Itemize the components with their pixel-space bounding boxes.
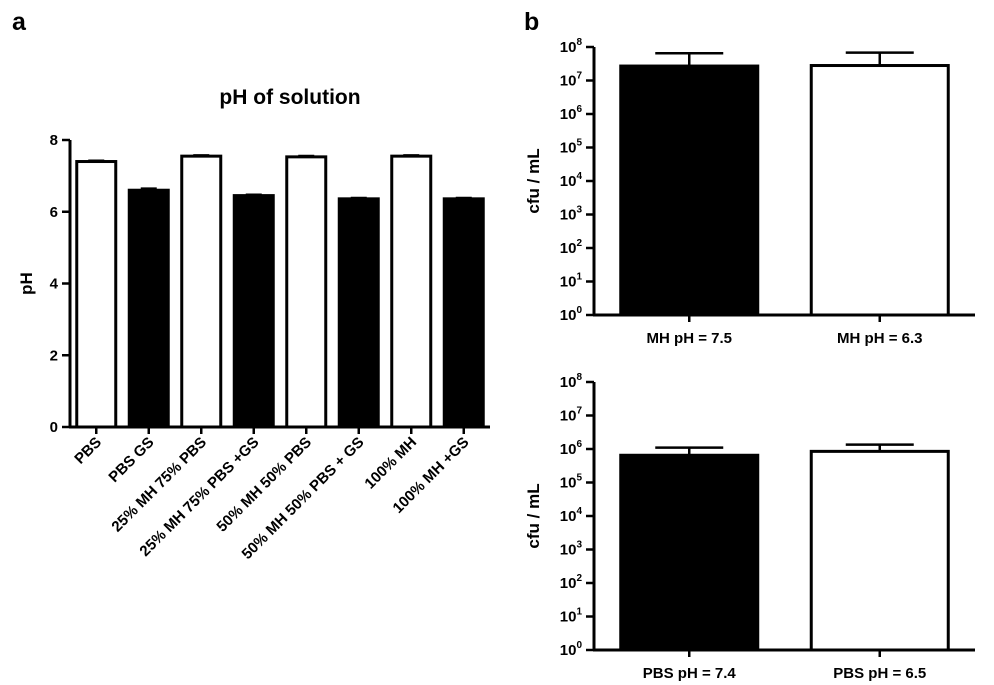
- bar: [809, 64, 950, 317]
- bar: [442, 197, 485, 429]
- y-tick-label: 6: [50, 204, 58, 221]
- y-axis-label: cfu / mL: [524, 148, 543, 213]
- y-axis-label: cfu / mL: [524, 483, 543, 548]
- bar: [232, 194, 275, 429]
- x-tick-label: PBS pH = 7.4: [643, 665, 737, 682]
- y-tick-label: 102: [560, 238, 583, 257]
- y-tick-label: 105: [560, 473, 583, 492]
- y-tick-label: 0: [50, 419, 58, 436]
- y-tick-label: 105: [560, 138, 583, 157]
- y-tick-label: 108: [560, 372, 583, 391]
- bar: [285, 155, 328, 429]
- chart-cfu-mh: cfu / mL 100 101 102 103 104 105 106 107 108 MH pH…: [524, 37, 975, 347]
- x-tick-label: MH pH = 7.5: [647, 330, 732, 347]
- y-tick-label: 108: [560, 37, 583, 56]
- y-tick-label: 106: [560, 439, 583, 458]
- panel-letter-b: b: [524, 8, 539, 36]
- y-tick-label: 100: [560, 305, 583, 324]
- x-tick-label: PBS GS: [105, 434, 157, 486]
- bar: [619, 453, 760, 652]
- y-tick-label: 106: [560, 104, 583, 123]
- chart-cfu-pbs: cfu / mL 100 101 102 103 104 105 106 107 108 PBS p…: [524, 372, 975, 682]
- x-tick-label: PBS pH = 6.5: [833, 665, 926, 682]
- y-tick-label: 2: [50, 347, 58, 364]
- bar: [809, 449, 950, 652]
- x-tick-label: PBS: [71, 434, 105, 468]
- x-tick-label: 25% MH 75% PBS: [108, 434, 210, 536]
- y-tick-label: 104: [560, 506, 583, 525]
- bar: [390, 154, 433, 429]
- y-axis-label: pH: [17, 272, 36, 295]
- y-tick-label: 8: [50, 132, 58, 149]
- bar: [180, 154, 223, 429]
- bar: [337, 197, 380, 429]
- chart-title: pH of solution: [219, 86, 360, 109]
- y-tick-label: 101: [560, 272, 583, 291]
- y-tick-label: 100: [560, 640, 583, 659]
- y-tick-label: 107: [560, 71, 583, 90]
- y-tick-label: 101: [560, 607, 583, 626]
- bar: [127, 188, 170, 429]
- y-tick-label: 103: [560, 205, 583, 224]
- y-tick-label: 102: [560, 573, 583, 592]
- bar: [75, 160, 118, 429]
- x-tick-label: MH pH = 6.3: [837, 330, 922, 347]
- y-tick-label: 103: [560, 540, 583, 559]
- y-tick-label: 107: [560, 406, 583, 425]
- x-tick-label: 50% MH 50% PBS: [213, 434, 315, 536]
- bar: [619, 64, 760, 317]
- panel-letter-a: a: [12, 8, 27, 36]
- y-tick-label: 4: [50, 276, 59, 293]
- y-tick-label: 104: [560, 171, 583, 190]
